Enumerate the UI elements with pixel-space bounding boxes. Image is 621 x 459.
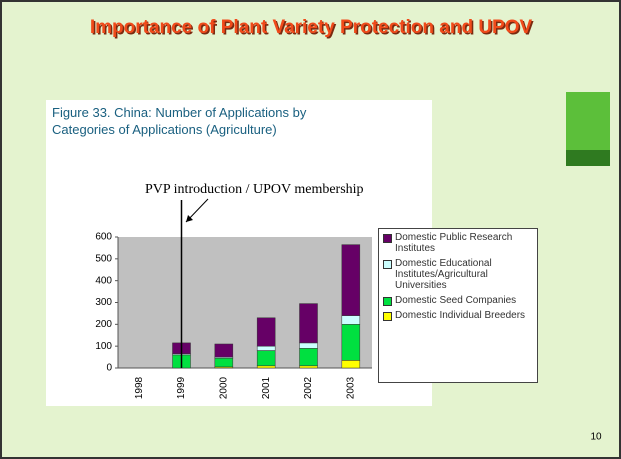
y-tick-label: 0 — [106, 363, 112, 374]
bar-segment — [342, 316, 360, 325]
legend-item: Domestic Public Research Institutes — [383, 232, 533, 254]
legend-item: Domestic Educational Institutes/Agricult… — [383, 258, 533, 291]
legend-label: Domestic Individual Breeders — [395, 310, 525, 321]
y-tick-label: 200 — [95, 319, 112, 330]
slide-title: Importance of Plant Variety Protection a… — [90, 17, 533, 38]
y-tick-label: 300 — [95, 297, 112, 308]
legend-item: Domestic Seed Companies — [383, 295, 533, 306]
bar-segment — [215, 344, 233, 357]
x-tick-label: 2003 — [345, 376, 356, 399]
y-tick-label: 600 — [95, 232, 112, 243]
legend-label: Domestic Seed Companies — [395, 295, 516, 306]
bar-segment — [300, 304, 318, 343]
y-tick-label: 500 — [95, 253, 112, 264]
bar-segment — [257, 351, 275, 366]
annotation: PVP introduction / UPOV membership — [145, 182, 364, 197]
legend: Domestic Public Research Institutes Domes… — [378, 228, 538, 383]
legend-label: Domestic Public Research Institutes — [395, 232, 533, 254]
x-tick-label: 2000 — [218, 376, 229, 399]
bar-segment — [342, 245, 360, 316]
page-number: 10 — [590, 432, 602, 443]
x-tick-label: 1999 — [176, 376, 187, 399]
legend-swatch — [383, 260, 392, 269]
bar-segment — [342, 324, 360, 360]
x-tick-label: 2002 — [303, 376, 314, 399]
y-tick-label: 100 — [95, 341, 112, 352]
legend-swatch — [383, 297, 392, 306]
bar-segment — [257, 318, 275, 346]
legend-item: Domestic Individual Breeders — [383, 310, 533, 321]
legend-swatch — [383, 312, 392, 321]
bar-segment — [342, 360, 360, 368]
plot-area — [118, 237, 372, 368]
legend-label: Domestic Educational Institutes/Agricult… — [395, 258, 533, 291]
legend-swatch — [383, 234, 392, 243]
bar-segment — [300, 348, 318, 365]
slide: Importance of Plant Variety Protection a… — [0, 0, 621, 459]
bar-segment — [300, 343, 318, 348]
thumbnail-band — [566, 150, 610, 166]
bar-segment — [215, 358, 233, 367]
x-tick-label: 1998 — [134, 376, 145, 399]
bar-segment — [257, 366, 275, 368]
y-tick-label: 400 — [95, 275, 112, 286]
x-tick-label: 2001 — [261, 376, 272, 399]
bar-segment — [257, 346, 275, 350]
bar-segment — [300, 366, 318, 368]
